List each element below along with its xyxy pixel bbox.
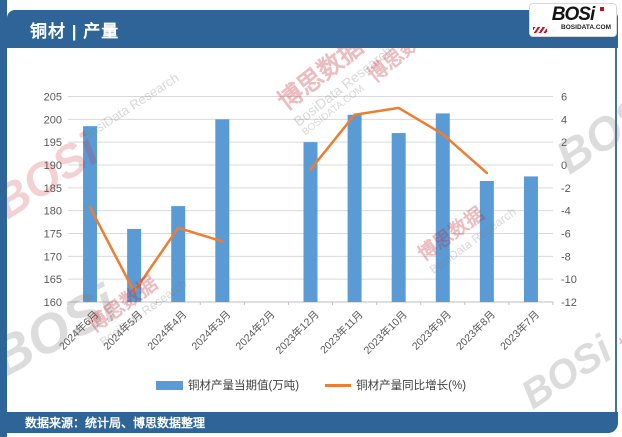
svg-text:2024年3月: 2024年3月 — [189, 308, 234, 353]
header-bar: 铜材 | 产量 — [7, 10, 618, 48]
svg-text:-6: -6 — [561, 229, 571, 241]
svg-text:6: 6 — [561, 92, 567, 104]
svg-text:2024年4月: 2024年4月 — [145, 308, 190, 353]
svg-text:2024年6月: 2024年6月 — [56, 308, 101, 353]
page-title: 铜材 | 产量 — [30, 21, 120, 41]
svg-text:160: 160 — [44, 297, 62, 309]
svg-text:-2: -2 — [561, 183, 571, 195]
svg-text:2023年8月: 2023年8月 — [453, 308, 498, 353]
legend: 铜材产量当期值(万吨) 铜材产量同比增长(%) — [0, 377, 622, 393]
svg-text:165: 165 — [44, 274, 62, 286]
bosi-logo-site: BOSIDATA.COM — [561, 24, 611, 31]
svg-text:-4: -4 — [561, 206, 571, 218]
right-border-line — [615, 48, 617, 412]
svg-text:2023年12月: 2023年12月 — [273, 308, 322, 357]
svg-text:180: 180 — [44, 206, 62, 218]
footer-bar: 数据来源：统计局、博思数据整理 — [7, 412, 618, 433]
svg-text:190: 190 — [44, 160, 62, 172]
legend-item-bar: 铜材产量当期值(万吨) — [155, 377, 300, 393]
svg-text:-12: -12 — [561, 297, 577, 309]
svg-text:-10: -10 — [561, 274, 577, 286]
chart-canvas: 205 200 195 190 185 180 175 170 165 160 6 4 2 0 -2 -4 -6… — [44, 92, 577, 357]
svg-text:0: 0 — [561, 160, 567, 172]
left-accent-strip — [0, 0, 7, 437]
svg-text:2023年10月: 2023年10月 — [361, 308, 410, 357]
svg-text:2023年7月: 2023年7月 — [497, 308, 542, 353]
legend-swatch-line-icon — [325, 383, 352, 387]
data-source-text: 数据来源：统计局、博思数据整理 — [25, 416, 206, 430]
svg-text:200: 200 — [44, 114, 62, 126]
svg-text:2024年2月: 2024年2月 — [233, 308, 278, 353]
svg-text:2023年11月: 2023年11月 — [317, 308, 365, 356]
svg-text:2: 2 — [561, 137, 567, 149]
bosi-logo: BOSi BOSIDATA.COM — [529, 3, 617, 37]
svg-text:175: 175 — [44, 229, 62, 241]
svg-text:-8: -8 — [561, 251, 571, 263]
svg-text:2023年9月: 2023年9月 — [409, 308, 454, 353]
logo-stripes-icon — [533, 27, 547, 33]
svg-text:195: 195 — [44, 137, 62, 149]
svg-text:170: 170 — [44, 251, 62, 263]
bosi-logo-text: BOSi — [551, 4, 595, 25]
svg-text:2024年5月: 2024年5月 — [101, 308, 146, 353]
svg-text:4: 4 — [561, 114, 567, 126]
legend-item-line: 铜材产量同比增长(%) — [325, 377, 466, 393]
svg-text:205: 205 — [44, 92, 62, 104]
svg-text:185: 185 — [44, 183, 62, 195]
legend-swatch-bar-icon — [155, 380, 183, 390]
logo-red-dot-icon — [600, 7, 604, 11]
legend-label-line: 铜材产量同比增长(%) — [356, 380, 467, 392]
legend-label-bar: 铜材产量当期值(万吨) — [187, 380, 300, 392]
